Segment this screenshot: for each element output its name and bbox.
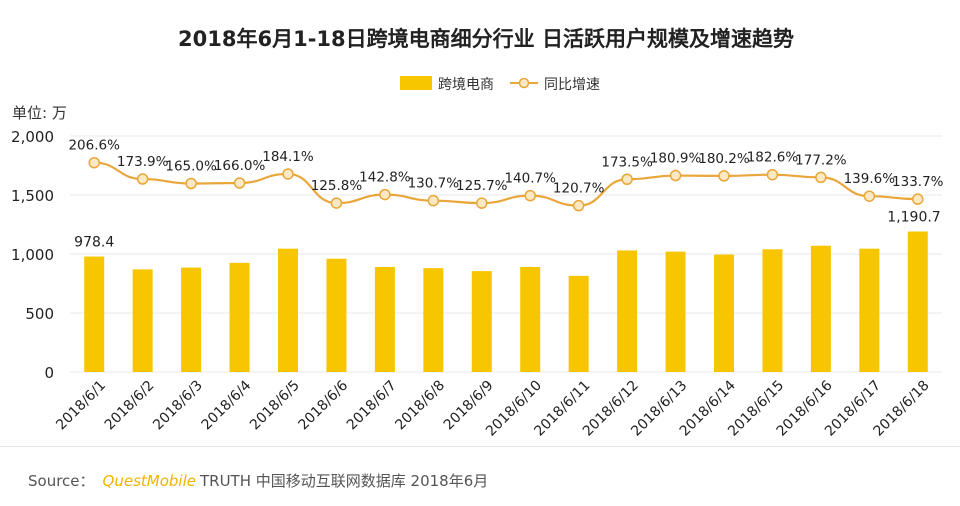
y-unit-label: 单位: 万: [12, 104, 67, 122]
growth-data-label: 142.8%: [359, 170, 411, 186]
bar: [665, 251, 686, 372]
bars: [84, 231, 928, 372]
y-tick-label: 0: [44, 364, 54, 382]
growth-data-label: 206.6%: [68, 138, 120, 154]
y-tick-label: 2,000: [11, 128, 54, 146]
growth-data-label: 120.7%: [553, 181, 605, 197]
growth-data-label: 140.7%: [504, 171, 556, 187]
growth-data-label: 125.8%: [311, 178, 363, 194]
x-tick-label: 2018/6/2: [102, 378, 158, 434]
growth-data-label: 184.1%: [262, 149, 314, 165]
growth-point: [282, 168, 294, 180]
bar: [762, 249, 783, 372]
growth-point: [330, 197, 343, 209]
legend-label-bar: 跨境电商: [438, 77, 494, 93]
bar: [859, 248, 880, 372]
y-axis: 0 500 1,000 1,500 2,000: [11, 128, 54, 382]
y-tick-label: 1,500: [11, 187, 54, 205]
growth-line-path: [94, 161, 918, 207]
growth-point: [524, 189, 536, 202]
y-tick-label: 1,000: [11, 246, 54, 264]
growth-point: [815, 171, 827, 184]
bar: [714, 254, 734, 372]
growth-point: [572, 199, 585, 212]
bar: [132, 269, 153, 372]
growth-point: [621, 173, 633, 185]
x-axis: 2018/6/12018/6/22018/6/32018/6/42018/6/5…: [53, 377, 932, 439]
bar-labels: 978.4 1,190.7: [74, 209, 941, 250]
x-tick-label: 2018/6/1: [53, 378, 109, 434]
growth-data-label: 173.5%: [601, 154, 653, 170]
bar: [278, 248, 298, 372]
bar: [84, 256, 105, 372]
footer-divider: [0, 446, 960, 447]
bar-data-label: 1,190.7: [887, 209, 940, 225]
legend: 跨境电商 同比增速: [400, 76, 600, 93]
growth-point: [136, 173, 149, 185]
growth-data-label: 180.2%: [698, 151, 750, 167]
x-tick-label: 2018/6/7: [344, 378, 400, 434]
bar: [229, 262, 250, 372]
x-tick-label: 2018/6/3: [150, 378, 206, 434]
growth-point: [669, 169, 682, 182]
bar: [181, 267, 202, 372]
growth-data-label: 133.7%: [892, 174, 944, 190]
growth-point: [233, 177, 246, 189]
legend-swatch-bar: [400, 76, 432, 90]
growth-data-label: 166.0%: [214, 158, 266, 174]
growth-point: [88, 156, 100, 169]
bar: [326, 258, 347, 372]
growth-point: [766, 168, 779, 181]
bar: [907, 231, 928, 372]
bar: [617, 250, 638, 372]
growth-data-label: 139.6%: [844, 171, 896, 187]
growth-line: 206.6%173.9%165.0%166.0%184.1% 125.8%142.…: [68, 138, 944, 212]
gridlines: [70, 135, 942, 373]
bar: [374, 266, 395, 372]
growth-point: [863, 190, 876, 202]
bar: [520, 266, 541, 372]
source-text: TRUTH 中国移动互联网数据库 2018年6月: [199, 472, 489, 490]
growth-data-label: 125.7%: [456, 178, 508, 194]
growth-data-label: 182.6%: [747, 150, 799, 166]
growth-data-label: 180.9%: [650, 151, 702, 167]
growth-point: [427, 194, 440, 207]
x-tick-label: 2018/6/6: [295, 377, 351, 433]
x-tick-label: 2018/6/5: [247, 378, 303, 434]
footer-source: Source： QuestMobile TRUTH 中国移动互联网数据库 2018年…: [28, 470, 488, 491]
growth-data-label: 130.7%: [408, 176, 460, 192]
legend-marker-line: [518, 77, 530, 89]
growth-point: [718, 170, 730, 182]
growth-point: [476, 197, 488, 209]
growth-data-label: 177.2%: [795, 152, 847, 168]
source-label: Source：: [28, 472, 95, 490]
x-tick-label: 2018/6/4: [199, 377, 255, 433]
x-tick-label: 2018/6/8: [392, 378, 448, 434]
chart-title: 2018年6月1-18日跨境电商细分行业 日活跃用户规模及增速趋势: [178, 27, 794, 51]
growth-point: [185, 177, 197, 190]
bar: [568, 275, 589, 372]
bar: [810, 245, 831, 372]
legend-label-line: 同比增速: [544, 77, 600, 93]
bar: [471, 271, 492, 372]
growth-data-label: 173.9%: [117, 154, 169, 170]
y-tick-label: 500: [25, 305, 54, 323]
questmobile-logo-text: QuestMobile: [102, 472, 196, 490]
growth-point: [379, 188, 391, 201]
bar: [423, 268, 444, 372]
growth-point: [912, 193, 924, 205]
bar-data-label: 978.4: [74, 235, 114, 251]
growth-data-label: 165.0%: [165, 159, 217, 175]
